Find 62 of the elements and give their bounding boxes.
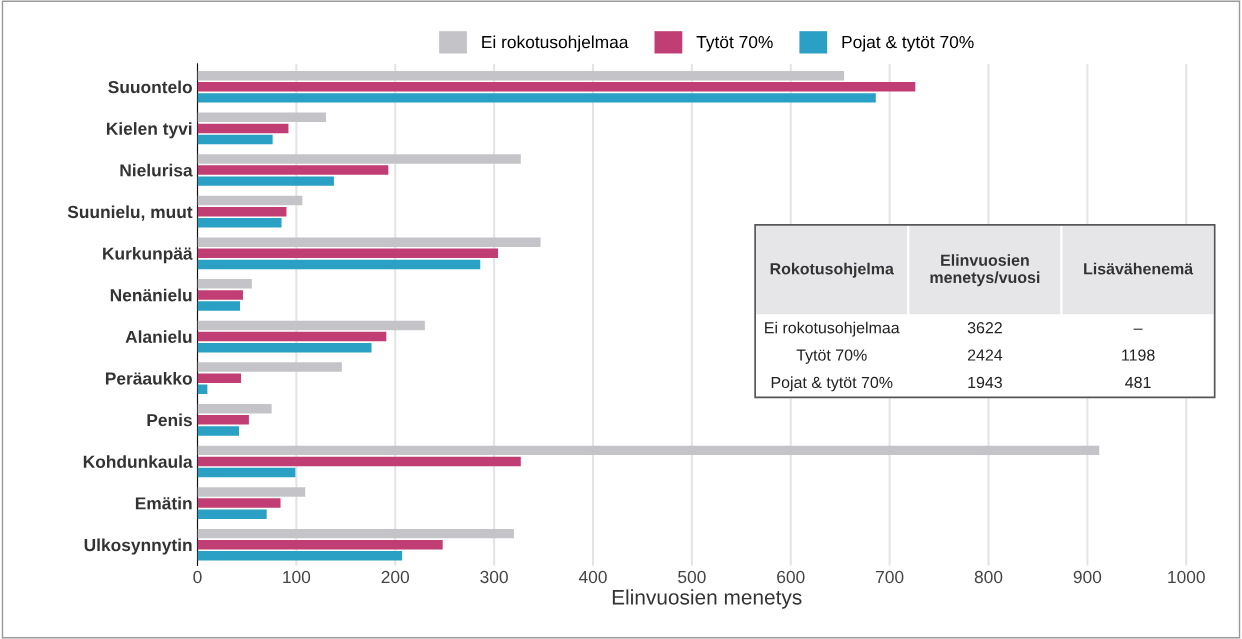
y-tick-label: Nielurisa <box>120 163 193 177</box>
x-tick-label: 0 <box>193 570 202 584</box>
bar <box>197 509 267 519</box>
bar <box>197 290 243 300</box>
bar <box>197 445 1100 456</box>
bar <box>197 362 342 372</box>
bar <box>197 487 306 497</box>
bar <box>197 498 281 508</box>
x-tick-label: 300 <box>480 570 508 584</box>
bar <box>197 467 296 478</box>
x-tick-label: 500 <box>678 570 706 584</box>
legend-label: Ei rokotusohjelmaa <box>482 35 629 52</box>
bar <box>197 248 499 259</box>
y-tick-label: Kohdunkaula <box>83 455 193 468</box>
x-tick-label: 400 <box>578 570 607 584</box>
bar <box>197 123 289 134</box>
bar <box>197 176 334 186</box>
bar <box>197 426 240 436</box>
bar <box>197 342 372 353</box>
x-tick-label: 600 <box>777 570 805 584</box>
x-axis-title: Elinvuosien menetys <box>612 589 802 609</box>
bar <box>197 456 521 467</box>
bar <box>197 134 273 145</box>
x-tick-label: 200 <box>381 570 410 584</box>
y-tick-label: Peräaukko <box>105 371 192 385</box>
bar <box>197 551 403 561</box>
y-tick-label: Penis <box>147 413 192 427</box>
y-tick-label: Nenänielu <box>110 288 192 302</box>
x-tick-label: 800 <box>974 570 1003 584</box>
bar <box>197 539 443 550</box>
bar <box>197 301 240 311</box>
bar <box>197 70 845 81</box>
bar <box>197 237 541 247</box>
bar <box>197 259 481 270</box>
bar <box>197 82 916 92</box>
y-tick-label: Suuontelo <box>108 80 192 94</box>
bar <box>197 528 514 539</box>
bar <box>197 404 272 414</box>
bar <box>197 279 252 289</box>
x-tick-label: 1000 <box>1168 570 1205 584</box>
bar <box>197 373 241 383</box>
legend-label: Tytöt 70% <box>696 35 773 52</box>
y-tick-label: Ulkosynnytin <box>84 538 192 555</box>
bar <box>197 320 425 331</box>
y-tick-label: Kielen tyvi <box>106 122 192 139</box>
x-tick-label: 700 <box>876 570 904 584</box>
bar <box>197 331 387 342</box>
bar <box>197 206 287 217</box>
y-tick-label: Emätin <box>135 496 192 510</box>
x-tick-label: 100 <box>283 570 311 584</box>
bar <box>197 415 249 425</box>
legend-label: Pojat & tytöt 70% <box>842 35 974 52</box>
bar <box>197 93 876 103</box>
bar <box>197 218 282 228</box>
y-tick-label: Kurkunpää <box>103 247 193 264</box>
bar <box>197 165 389 175</box>
y-tick-label: Alanielu <box>125 330 192 344</box>
bar <box>197 195 303 206</box>
x-tick-label: 900 <box>1073 570 1102 584</box>
y-tick-label: Suunielu, muut <box>67 205 193 221</box>
bar <box>197 154 521 164</box>
bar <box>197 112 327 123</box>
